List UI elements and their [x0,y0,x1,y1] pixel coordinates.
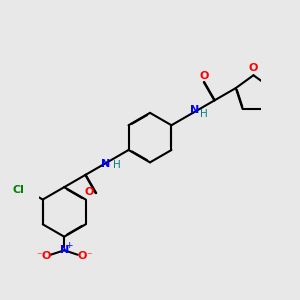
Text: O: O [249,63,258,73]
Text: Cl: Cl [13,184,25,195]
Text: ⁻: ⁻ [86,251,92,261]
Text: O: O [85,187,94,197]
Text: O: O [42,251,51,261]
Text: O: O [77,251,87,261]
Text: O: O [199,71,208,81]
Text: H: H [200,109,208,119]
Text: N: N [101,159,110,169]
Text: +: + [65,242,72,250]
Text: N: N [60,245,69,255]
Text: N: N [190,105,199,115]
Text: ⁻: ⁻ [37,251,42,261]
Text: H: H [113,160,121,170]
